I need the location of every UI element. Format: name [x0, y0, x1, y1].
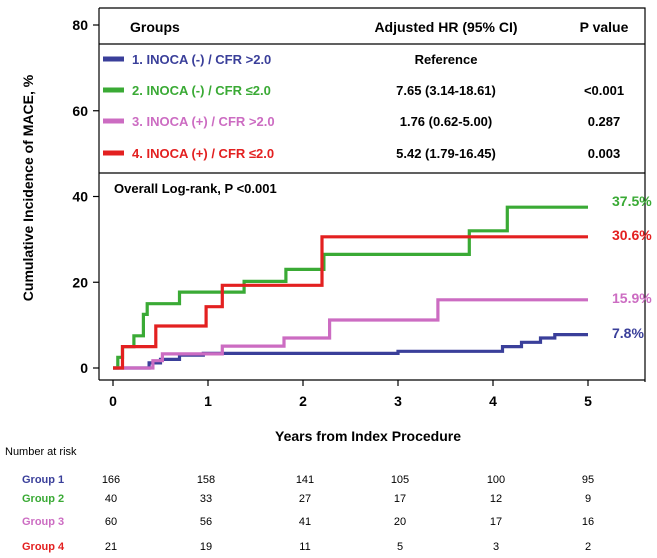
end-label-group-1: 7.8%: [612, 325, 644, 341]
risk-value: 60: [105, 516, 117, 528]
series-line-group-2: [113, 205, 588, 370]
end-labels: 7.8% 37.5% 15.9% 30.6%: [612, 193, 652, 341]
risk-value: 158: [197, 474, 215, 486]
risk-value: 33: [200, 493, 212, 505]
end-label-group-4: 30.6%: [612, 227, 652, 243]
risk-value: 20: [394, 516, 406, 528]
risk-value: 9: [585, 493, 591, 505]
table-header: Adjusted HR (95% CI): [374, 19, 517, 35]
end-label-group-3: 15.9%: [612, 290, 652, 306]
y-tick-label: 0: [80, 360, 88, 376]
x-tick-label: 4: [489, 393, 497, 409]
risk-value: 95: [582, 474, 594, 486]
risk-value: 17: [394, 493, 406, 505]
hazard-ratio-table: Groups Adjusted HR (95% CI) P value 1. INOC…: [99, 19, 645, 174]
hr-value: 7.65 (3.14-18.61): [396, 83, 496, 98]
risk-row-label: Group 1: [22, 474, 64, 486]
y-tick-label: 20: [72, 274, 88, 290]
risk-value: 56: [200, 516, 212, 528]
y-tick-label: 80: [72, 17, 88, 33]
x-tick-label: 2: [299, 393, 307, 409]
risk-value: 12: [490, 493, 502, 505]
hr-value: 1.76 (0.62-5.00): [400, 114, 493, 129]
x-axis: 0 1 2 3 4 5: [109, 380, 592, 409]
survival-curves: [113, 205, 588, 370]
y-axis-label: Cumulative Incidence of MACE, %: [20, 74, 36, 301]
legend-label: 1. INOCA (-) / CFR >2.0: [132, 52, 271, 67]
series-line-group-3: [113, 298, 588, 370]
plot-frame: [98, 7, 646, 382]
logrank-text: Overall Log-rank, P <0.001: [114, 181, 277, 196]
risk-value: 40: [105, 493, 117, 505]
table-header: P value: [580, 19, 629, 35]
risk-value: 5: [397, 541, 403, 553]
end-label-group-2: 37.5%: [612, 193, 652, 209]
y-tick-label: 60: [72, 103, 88, 119]
legend-label: 3. INOCA (+) / CFR >2.0: [132, 114, 275, 129]
y-tick-label: 40: [72, 189, 88, 205]
risk-value: 141: [296, 474, 314, 486]
x-tick-label: 5: [584, 393, 592, 409]
risk-value: 3: [493, 541, 499, 553]
risk-value: 166: [102, 474, 120, 486]
x-tick-label: 1: [204, 393, 212, 409]
risk-value: 100: [487, 474, 505, 486]
table-header: Groups: [130, 19, 180, 35]
risk-row-label: Group 3: [22, 516, 64, 528]
risk-value: 17: [490, 516, 502, 528]
legend-label: 4. INOCA (+) / CFR ≤2.0: [132, 146, 274, 161]
risk-value: 27: [299, 493, 311, 505]
risk-value: 41: [299, 516, 311, 528]
legend-label: 2. INOCA (-) / CFR ≤2.0: [132, 83, 271, 98]
risk-value: 105: [391, 474, 409, 486]
p-value: 0.287: [588, 114, 621, 129]
y-axis: 0 20 40 60 80: [72, 17, 99, 376]
risk-row-label: Group 4: [22, 541, 65, 553]
plot-border: [99, 7, 646, 382]
risk-table-title: Number at risk: [5, 446, 77, 458]
risk-value: 2: [585, 541, 591, 553]
hr-value: 5.42 (1.79-16.45): [396, 146, 496, 161]
x-tick-label: 0: [109, 393, 117, 409]
p-value: 0.003: [588, 146, 621, 161]
x-axis-label: Years from Index Procedure: [275, 428, 461, 444]
risk-row-label: Group 2: [22, 493, 64, 505]
risk-value: 21: [105, 541, 117, 553]
x-tick-label: 3: [394, 393, 402, 409]
series-line-group-4: [113, 235, 588, 370]
risk-value: 19: [200, 541, 212, 553]
p-value: <0.001: [584, 83, 624, 98]
series-line-group-1: [113, 333, 588, 370]
risk-value: 11: [299, 541, 310, 553]
hr-value: Reference: [415, 52, 478, 67]
risk-value: 16: [582, 516, 594, 528]
